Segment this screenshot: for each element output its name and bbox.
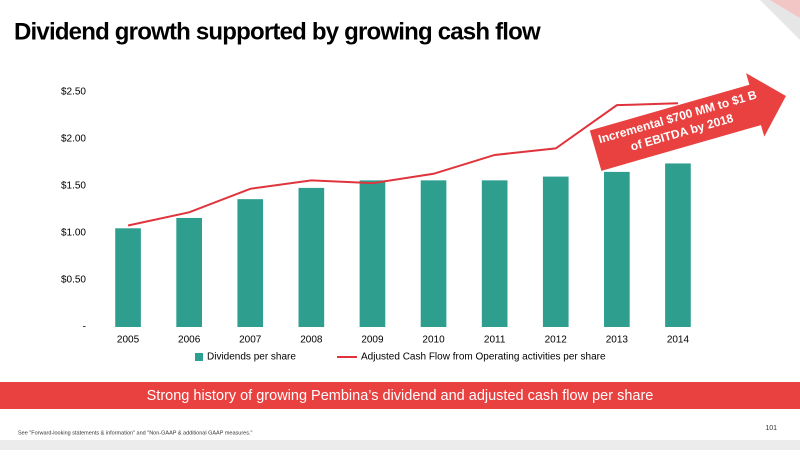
bar xyxy=(481,180,508,327)
y-tick-label: - xyxy=(83,322,86,333)
bar xyxy=(665,163,691,327)
x-tick-label: 2014 xyxy=(667,335,690,346)
page-number: 101 xyxy=(765,425,777,432)
x-tick-label: 2010 xyxy=(422,335,445,346)
legend-swatch xyxy=(195,353,203,361)
y-tick-label: $0.50 xyxy=(61,275,86,286)
arrow-shape xyxy=(589,73,786,171)
bar xyxy=(420,180,447,327)
bar xyxy=(237,199,264,327)
banner xyxy=(0,382,800,409)
x-tick-label: 2006 xyxy=(178,335,201,346)
x-tick-label: 2005 xyxy=(117,335,140,346)
x-tick-label: 2012 xyxy=(545,335,568,346)
x-tick-label: 2011 xyxy=(484,335,506,346)
footnote: See "Forward-looking statements & inform… xyxy=(18,430,252,436)
x-tick-label: 2009 xyxy=(361,335,384,346)
bar xyxy=(359,180,386,327)
x-tick-label: 2013 xyxy=(606,335,629,346)
legend-label: Adjusted Cash Flow from Operating activi… xyxy=(361,352,606,363)
bar xyxy=(298,187,325,327)
line xyxy=(127,102,678,227)
footer-bar xyxy=(0,440,800,450)
bar xyxy=(115,228,141,327)
bar xyxy=(542,176,569,327)
corner-decoration xyxy=(770,0,800,18)
x-tick-label: 2007 xyxy=(239,335,262,346)
banner-text: Strong history of growing Pembina’s divi… xyxy=(147,388,654,404)
bar xyxy=(604,171,630,327)
bar xyxy=(176,217,202,327)
y-tick-label: $2.00 xyxy=(61,134,86,145)
y-tick-label: $1.00 xyxy=(61,228,86,239)
y-tick-label: $1.50 xyxy=(61,181,86,192)
legend-label: Dividends per share xyxy=(207,352,296,363)
x-tick-label: 2008 xyxy=(300,335,323,346)
slide-title: Dividend growth supported by growing cas… xyxy=(14,18,541,45)
y-tick-label: $2.50 xyxy=(61,87,86,98)
